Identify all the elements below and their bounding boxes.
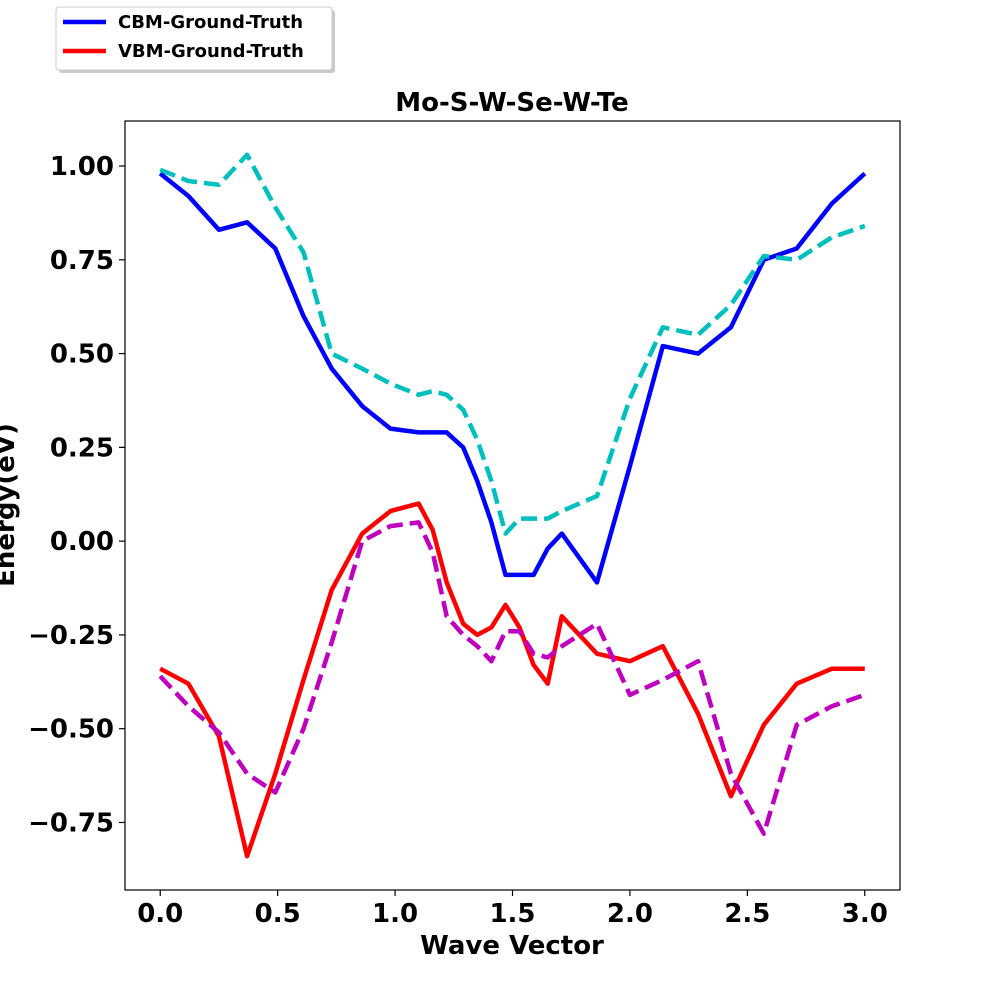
y-tick-label: 0.00 (50, 527, 114, 557)
y-tick-label: 1.00 (50, 152, 114, 182)
y-tick-label: −0.50 (28, 715, 114, 745)
x-tick-label: 0.5 (255, 899, 301, 929)
series-line-vbm_gt (159, 501, 865, 859)
y-tick-label: 0.75 (50, 246, 114, 276)
series-line-vbm_pred (158, 520, 866, 836)
x-axis-title: Wave Vector (420, 931, 604, 961)
series-line-cbm_gt (158, 171, 867, 585)
x-tick-label: 2.0 (607, 899, 653, 929)
legend-label-cbm_gt: CBM-Ground-Truth (118, 12, 303, 33)
legend-box (55, 6, 333, 71)
x-axis: 0.0 0.5 1.0 1.5 2.0 2.5 3.0 (137, 890, 888, 929)
y-tick-label: −0.75 (28, 808, 114, 838)
x-tick-label: 0.0 (137, 899, 183, 929)
y-tick-label: 0.50 (50, 340, 114, 370)
series-layer (158, 152, 867, 859)
y-tick-label: −0.25 (28, 621, 114, 651)
y-axis-title: Energy(eV) (0, 423, 21, 587)
x-tick-label: 1.0 (372, 899, 418, 929)
chart-title: Mo-S-W-Se-W-Te (395, 88, 629, 118)
x-tick-label: 2.5 (724, 899, 770, 929)
y-tick-label: 0.25 (50, 433, 114, 463)
x-tick-label: 1.5 (489, 899, 535, 929)
legend: CBM-Ground-Truth VBM-Ground-Truth (55, 6, 335, 73)
legend-entries: CBM-Ground-Truth VBM-Ground-Truth (63, 12, 304, 62)
x-tick-label: 3.0 (842, 899, 888, 929)
series-line-cbm_pred (159, 152, 866, 536)
legend-label-vbm_gt: VBM-Ground-Truth (118, 41, 304, 62)
y-axis: 1.00 0.75 0.50 0.25 0.00 −0.25 −0.50 −0.75 (28, 152, 125, 838)
